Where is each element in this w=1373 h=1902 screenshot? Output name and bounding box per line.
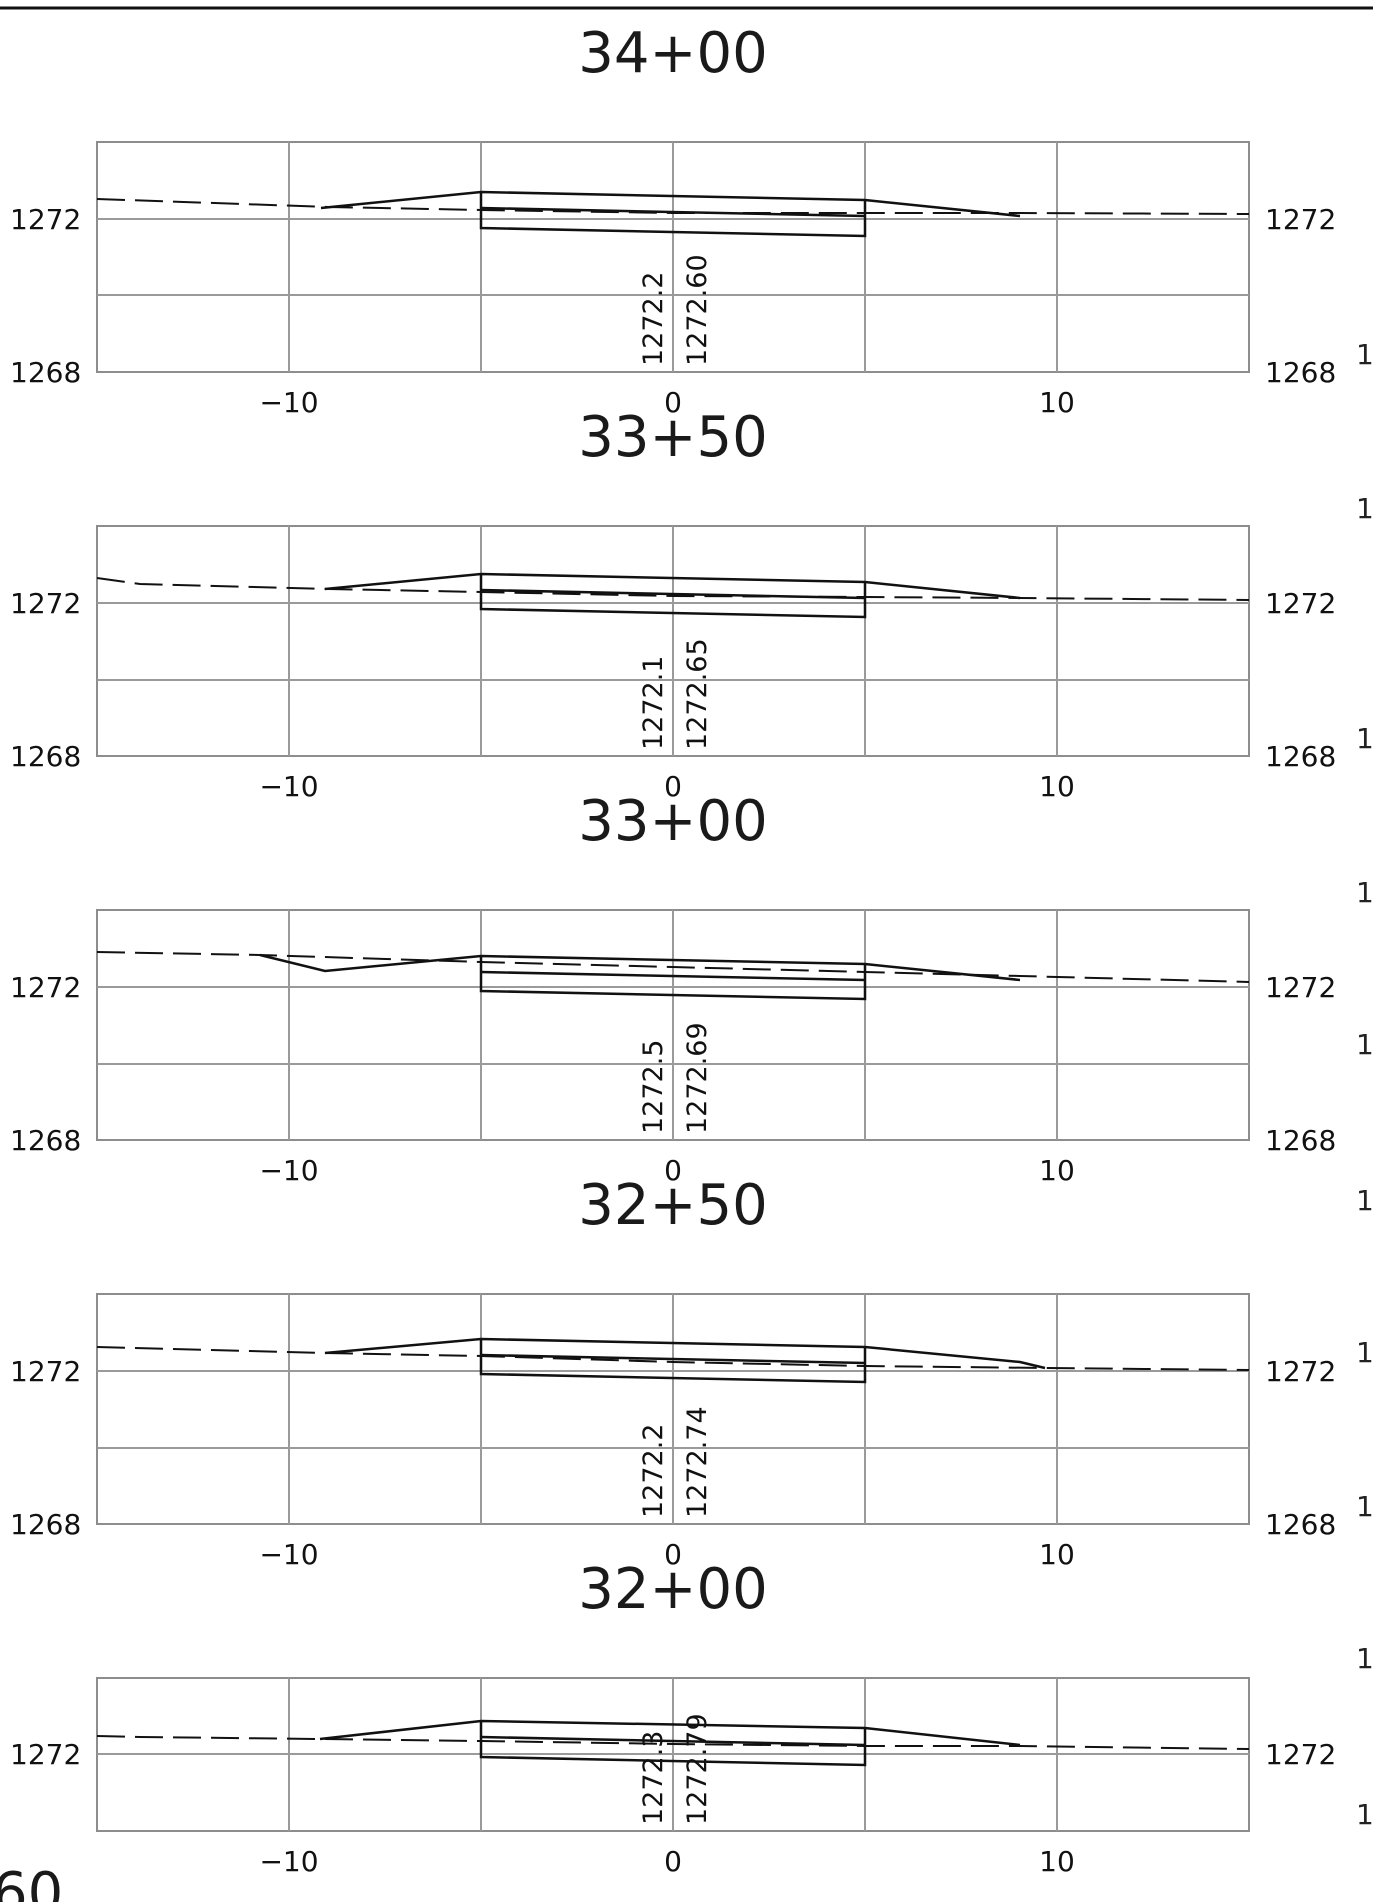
pavement-top (479, 574, 867, 619)
edge-label: 12 (1356, 1642, 1373, 1675)
x-tick-label: −10 (259, 386, 318, 419)
y-tick-label-right: 1268 (1265, 740, 1336, 773)
station-title: 32+50 (578, 1173, 767, 1238)
y-tick-label-left: 1268 (10, 356, 81, 389)
pavement-layer (480, 588, 866, 600)
y-tick-label-left: 1268 (10, 1508, 81, 1541)
station-title: 32+00 (578, 1557, 767, 1622)
y-tick-label-left: 1272 (10, 971, 81, 1004)
existing-elevation-label: 1272.5 (638, 1040, 669, 1134)
edge-label: 12 (1356, 1028, 1373, 1061)
adjacent-column-edge-labels: 12 12 12 12 12 12 12 12 12 12 (1356, 338, 1373, 1831)
x-tick-label: 0 (664, 386, 682, 419)
design-elevation-label: 1272.79 (682, 1713, 713, 1825)
pavement-layer (480, 206, 866, 218)
x-tick-label: 10 (1039, 1154, 1075, 1187)
x-tick-label: 0 (664, 1845, 682, 1878)
y-tick-label-left: 1268 (10, 740, 81, 773)
existing-elevation-label: 1272.3 (638, 1731, 669, 1825)
edge-label: 12 (1356, 338, 1373, 371)
edge-label: 12 (1356, 1490, 1373, 1523)
section-panel-32-50: 32+50 1272 1268 1272 1268 −10 0 10 1272.… (10, 1173, 1336, 1571)
y-tick-label-left: 1272 (10, 1738, 81, 1771)
edge-label: 12 (1356, 1798, 1373, 1831)
existing-elevation-label: 1272.2 (638, 1424, 669, 1518)
y-tick-label-right: 1272 (1265, 587, 1336, 620)
design-surface-line (319, 1719, 1021, 1747)
edge-label: 12 (1356, 876, 1373, 909)
x-tick-label: 10 (1039, 770, 1075, 803)
section-panel-34-00: 34+00 1272 1268 1272 1268 −10 0 10 1272.… (10, 21, 1336, 419)
y-tick-label-right: 1272 (1265, 203, 1336, 236)
y-tick-label-left: 1272 (10, 1355, 81, 1388)
design-surface-line (324, 572, 1021, 600)
design-elevation-label: 1272.69 (682, 1022, 713, 1134)
existing-ground-line (96, 577, 1250, 601)
station-title: 33+00 (578, 789, 767, 854)
pavement-top (479, 192, 867, 238)
x-tick-label: −10 (259, 1845, 318, 1878)
y-tick-label-left: 1272 (10, 203, 81, 236)
x-tick-label: −10 (259, 770, 318, 803)
design-elevation-label: 1272.65 (682, 638, 713, 750)
design-surface-line (324, 1337, 1046, 1370)
edge-label: 12 (1356, 722, 1373, 755)
pavement-top (479, 1721, 867, 1767)
x-tick-label: 10 (1039, 386, 1075, 419)
section-panel-33-00: 33+00 1272 1268 1272 1268 −10 0 10 1272.… (10, 789, 1336, 1187)
design-elevation-label: 1272.60 (682, 254, 713, 366)
design-elevation-label: 1272.74 (682, 1406, 713, 1518)
edge-label: 12 (1356, 492, 1373, 525)
pavement-top (479, 956, 867, 1001)
x-tick-label: 0 (664, 1538, 682, 1571)
section-panel-32-00: 32+00 1272 1272 −10 0 10 1272.3 1272.79 (10, 1557, 1336, 1878)
existing-ground-line (96, 1735, 1250, 1750)
station-title: 34+00 (578, 21, 767, 86)
edge-label: 12 (1356, 1336, 1373, 1369)
existing-elevation-label: 1272.2 (638, 272, 669, 366)
edge-label: 12 (1356, 1184, 1373, 1217)
pavement-layer (480, 970, 866, 982)
y-tick-label-left: 1268 (10, 1124, 81, 1157)
y-tick-label-right: 1272 (1265, 1738, 1336, 1771)
y-tick-label-right: 1272 (1265, 1355, 1336, 1388)
design-surface-line (320, 190, 1021, 218)
x-tick-label: −10 (259, 1154, 318, 1187)
y-tick-label-right: 1268 (1265, 356, 1336, 389)
y-tick-label-right: 1268 (1265, 1124, 1336, 1157)
pavement-top (479, 1339, 867, 1384)
next-station-title-partial: 60 (0, 1861, 63, 1902)
section-panel-33-50: 33+50 1272 1268 1272 1268 −10 0 10 1272.… (10, 405, 1336, 803)
x-tick-label: 10 (1039, 1845, 1075, 1878)
existing-elevation-label: 1272.1 (638, 656, 669, 750)
station-title: 33+50 (578, 405, 767, 470)
x-tick-label: −10 (259, 1538, 318, 1571)
y-tick-label-right: 1272 (1265, 971, 1336, 1004)
x-tick-label: 10 (1039, 1538, 1075, 1571)
y-tick-label-right: 1268 (1265, 1508, 1336, 1541)
x-tick-label: 0 (664, 1154, 682, 1187)
y-tick-label-left: 1272 (10, 587, 81, 620)
pavement-layer (480, 1353, 866, 1365)
x-tick-label: 0 (664, 770, 682, 803)
pavement-layer (480, 1735, 866, 1747)
